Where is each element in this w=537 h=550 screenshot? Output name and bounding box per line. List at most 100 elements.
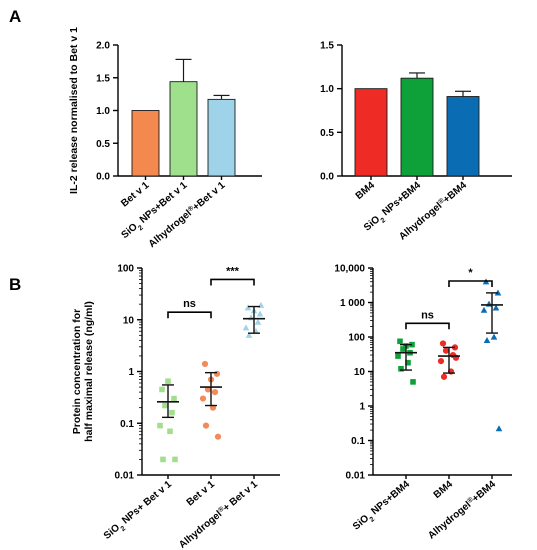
y-tick-label: 0.5 — [96, 139, 110, 150]
y-tick-label: 1.0 — [96, 106, 110, 117]
data-point — [254, 318, 262, 325]
bar — [169, 81, 198, 177]
x-category-label: SiO2 NPs+ Bet v 1 — [102, 479, 176, 544]
y-tick-label: 2.0 — [96, 41, 110, 52]
bar — [131, 110, 160, 177]
data-point — [256, 310, 264, 317]
y-tick-label: 0.0 — [320, 172, 334, 183]
x-category-label: BM4 — [432, 479, 456, 501]
x-category-label: SiO2 NPs+BM4 — [351, 479, 414, 535]
y-tick-label: 1 — [128, 367, 134, 378]
data-point — [397, 338, 403, 345]
data-point — [405, 359, 411, 366]
data-point — [199, 395, 207, 402]
x-category-label-rest: NPs+BM4 — [378, 180, 423, 220]
data-point — [492, 304, 500, 311]
y-tick-label: 0.0 — [96, 172, 110, 183]
data-point — [442, 347, 450, 354]
x-category-label-sup: ® — [465, 495, 475, 505]
chart-b-right: 0.01 0.1 1 10 100 1 000 10,000 SiO2 NPs+BM4 BM4A… — [334, 264, 512, 542]
bar — [354, 88, 388, 177]
y-tick-label: 0.01 — [346, 471, 366, 482]
data-point — [213, 370, 221, 377]
significance-bracket — [210, 278, 255, 286]
x-category-label-rest: +Bet v 1 — [191, 180, 228, 214]
x-category-label: Bet v 1 — [185, 479, 218, 509]
x-category-label-sup: ® — [436, 196, 446, 206]
data-point — [483, 336, 491, 343]
y-tick-label: 0.01 — [115, 471, 135, 482]
data-point — [169, 409, 175, 416]
significance-bracket — [448, 280, 493, 287]
x-category-label-main: Alhydrogel — [177, 509, 224, 550]
y-tick-label: 1.5 — [320, 41, 334, 52]
panel-label-a: A — [9, 7, 21, 26]
bar — [207, 98, 236, 177]
bar — [446, 96, 480, 177]
data-point — [245, 331, 253, 338]
significance-label: * — [468, 267, 473, 279]
x-category-label-rest: NPs+ Bet v 1 — [118, 479, 174, 529]
data-point — [167, 428, 173, 435]
x-category-label-sub: 2 — [379, 216, 387, 224]
significance-bracket — [167, 311, 212, 319]
x-category-label-rest: +BM4 — [470, 479, 498, 505]
x-category-label-rest: NPs+BM4 — [367, 479, 412, 519]
data-point — [165, 378, 171, 384]
y-axis-title: half maximal release (ng/ml) — [83, 301, 95, 442]
significance-label: ns — [421, 309, 434, 321]
data-point — [480, 306, 488, 313]
x-category-label-sub: 2 — [137, 224, 145, 232]
x-category-label-main: SiO — [102, 522, 122, 542]
significance-label: *** — [226, 265, 240, 277]
x-category-label-sub: 2 — [119, 525, 127, 533]
data-point — [172, 456, 178, 463]
data-point — [242, 324, 250, 331]
data-point — [439, 340, 447, 347]
data-point — [171, 395, 177, 402]
data-point — [395, 353, 401, 359]
data-point — [440, 373, 448, 380]
data-point — [495, 425, 503, 432]
y-tick-label: 1 000 — [340, 298, 365, 309]
y-tick-label: 1.5 — [96, 73, 110, 84]
y-tick-label: 1 — [359, 402, 365, 413]
bar — [400, 77, 434, 177]
data-point — [202, 422, 210, 429]
x-category-label-sup: ® — [186, 203, 196, 213]
data-point — [398, 365, 404, 372]
x-category-label-main: Bet v 1 — [119, 180, 152, 210]
y-tick-label: 1.0 — [320, 84, 334, 95]
x-category-label-sub: 2 — [368, 515, 376, 523]
chart-b-left: 0.01 0.1 1 10 100 SiO2 NPs+ Bet v 1 Bet v 1Alh… — [71, 264, 280, 550]
y-axis-title: Protein concentration for — [71, 309, 83, 434]
x-category-label: Alhydrogel®+BM4 — [425, 477, 498, 541]
y-tick-label: 10 — [123, 315, 135, 326]
data-point — [437, 358, 445, 365]
y-tick-label: 100 — [117, 264, 134, 275]
data-point — [211, 388, 219, 396]
x-category-label-main: SiO — [362, 214, 382, 234]
x-category-label-main: SiO — [351, 513, 371, 533]
x-category-label-sup: ® — [216, 504, 226, 514]
x-category-label-main: Bet v 1 — [185, 479, 218, 509]
data-point — [400, 346, 406, 352]
y-tick-label: 0.5 — [320, 128, 334, 139]
y-tick-label: 10,000 — [334, 264, 365, 275]
significance-label: ns — [183, 298, 196, 310]
x-category-label-main: BM4 — [354, 180, 378, 202]
y-axis-title: IL-2 release normalised to Bet v 1 — [68, 27, 80, 194]
y-tick-label: 10 — [354, 367, 366, 378]
x-category-label-main: Alhydrogel — [426, 499, 473, 541]
data-point — [214, 433, 222, 440]
y-tick-label: 100 — [348, 333, 365, 344]
x-category-label: BM4 — [354, 180, 378, 202]
x-category-label-main: BM4 — [432, 479, 456, 501]
data-point — [204, 386, 212, 393]
data-point — [244, 304, 252, 311]
x-category-label-main: Alhydrogel — [397, 200, 444, 242]
data-point — [157, 422, 163, 429]
x-category-label-rest: +BM4 — [441, 180, 469, 206]
data-point — [410, 379, 416, 385]
